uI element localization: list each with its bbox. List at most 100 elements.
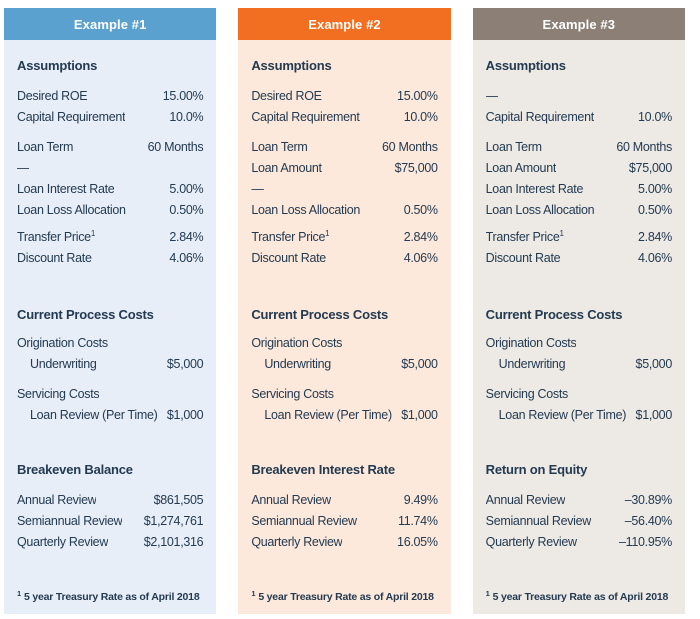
- assumptions-group-3: Transfer Price1 2.84% Discount Rate 4.06…: [485, 227, 673, 269]
- row-value: –30.89%: [624, 493, 673, 507]
- example-1-panel: Example #1 Assumptions Desired ROE 15.00…: [4, 8, 217, 614]
- row-label: Quarterly Review: [251, 535, 343, 549]
- row-discount-rate: Discount Rate 4.06%: [17, 248, 204, 269]
- row-semiannual-review: Semiannual Review –56.40%: [486, 511, 673, 532]
- row-label: Servicing Costs: [17, 387, 100, 401]
- row-loan-amount-dash: —: [17, 158, 203, 179]
- result-group: Annual Review $861,505 Semiannual Review…: [17, 490, 204, 553]
- row-value: 15.00%: [397, 89, 438, 103]
- example-2-header: Example #2: [238, 8, 451, 40]
- row-value: 4.06%: [169, 251, 204, 265]
- row-label: Discount Rate: [17, 251, 92, 265]
- row-origination-costs: Origination Costs: [251, 333, 437, 354]
- row-label: Semiannual Review: [17, 514, 123, 528]
- row-loan-loss-allocation: Loan Loss Allocation 0.50%: [17, 200, 204, 221]
- row-servicing-costs: Servicing Costs: [251, 384, 437, 405]
- row-label: Loan Interest Rate: [485, 182, 584, 196]
- row-value: 0.50%: [169, 203, 204, 217]
- row-label: Discount Rate: [251, 251, 326, 265]
- assumptions-group-1: Desired ROE 15.00% Capital Requirement 1…: [251, 86, 438, 128]
- row-value: $75,000: [394, 161, 438, 175]
- row-loan-interest-rate-dash: —: [251, 179, 437, 200]
- row-label: Origination Costs: [485, 336, 577, 350]
- origination-costs-group: Origination Costs Underwriting $5,000: [485, 333, 673, 375]
- row-discount-rate: Discount Rate 4.06%: [485, 248, 673, 269]
- row-label: Quarterly Review: [17, 535, 109, 549]
- row-loan-interest-rate: Loan Interest Rate 5.00%: [485, 179, 673, 200]
- row-quarterly-review: Quarterly Review –110.95%: [485, 532, 673, 553]
- footnote-marker: 1: [251, 588, 256, 598]
- row-discount-rate: Discount Rate 4.06%: [251, 248, 438, 269]
- example-2-header-label: Example #2: [308, 16, 381, 32]
- row-transfer-price: Transfer Price1 2.84%: [17, 227, 204, 248]
- row-desired-roe: Desired ROE 15.00%: [251, 86, 438, 107]
- row-label: Transfer Price1: [485, 228, 564, 244]
- row-loan-loss-allocation: Loan Loss Allocation 0.50%: [486, 200, 673, 221]
- row-label: Loan Amount: [251, 161, 322, 175]
- assumptions-title: Assumptions: [17, 58, 98, 73]
- row-value: 60 Months: [616, 140, 672, 154]
- row-capital-requirement: Capital Requirement 10.0%: [251, 107, 438, 128]
- row-label: Discount Rate: [485, 251, 561, 265]
- row-value: $861,505: [153, 493, 204, 507]
- row-label: Semiannual Review: [251, 514, 357, 528]
- row-label: Servicing Costs: [485, 387, 568, 401]
- footnote-marker: 1: [559, 228, 564, 238]
- row-value: $1,000: [635, 408, 673, 422]
- assumptions-group-2: Loan Term 60 Months Loan Amount $75,000 …: [485, 137, 673, 221]
- footnote-marker: 1: [90, 228, 95, 238]
- row-loan-term: Loan Term 60 Months: [17, 137, 204, 158]
- row-loan-amount: Loan Amount $75,000: [485, 158, 673, 179]
- servicing-costs-group: Servicing Costs Loan Review (Per Time) $…: [17, 384, 204, 426]
- row-label: Transfer Price1: [17, 228, 95, 244]
- row-value: 60 Months: [147, 140, 204, 154]
- row-label: Loan Term: [251, 140, 308, 154]
- row-label: Annual Review: [485, 493, 566, 507]
- row-value: 2.84%: [638, 230, 672, 244]
- costs-title: Current Process Costs: [485, 307, 623, 322]
- row-label: Capital Requirement: [17, 110, 126, 124]
- result-title: Return on Equity: [485, 462, 588, 477]
- servicing-costs-group: Servicing Costs Loan Review (Per Time) $…: [251, 384, 438, 426]
- row-label: Underwriting: [264, 357, 331, 371]
- row-label: Quarterly Review: [485, 535, 577, 549]
- result-title: Breakeven Balance: [17, 462, 133, 477]
- row-value: 2.84%: [169, 230, 204, 244]
- row-value: $1,274,761: [143, 514, 204, 528]
- row-loan-review: Loan Review (Per Time) $1,000: [486, 405, 673, 426]
- row-value: 5.00%: [638, 182, 672, 196]
- row-servicing-costs: Servicing Costs: [486, 384, 672, 405]
- footnote-marker: 1: [485, 588, 490, 598]
- row-transfer-price: Transfer Price1 2.84%: [251, 227, 438, 248]
- row-label: Loan Review (Per Time): [30, 408, 158, 422]
- example-3-header-label: Example #3: [542, 16, 616, 32]
- row-value: 10.0%: [638, 110, 672, 124]
- assumptions-group-3: Transfer Price1 2.84% Discount Rate 4.06…: [17, 227, 204, 269]
- row-label: —: [485, 89, 498, 103]
- row-capital-requirement: Capital Requirement 10.0%: [486, 107, 673, 128]
- row-value: $1,000: [166, 408, 204, 422]
- row-loan-review: Loan Review (Per Time) $1,000: [251, 405, 438, 426]
- row-underwriting: Underwriting $5,000: [17, 354, 204, 375]
- row-label: Loan Loss Allocation: [17, 203, 126, 217]
- row-desired-roe-dash: —: [486, 86, 672, 107]
- row-label: Underwriting: [498, 357, 566, 371]
- row-label: Loan Amount: [485, 161, 557, 175]
- row-value: –56.40%: [624, 514, 673, 528]
- result-group: Annual Review –30.89% Semiannual Review …: [485, 490, 673, 553]
- row-label: Desired ROE: [17, 89, 88, 103]
- result-title: Breakeven Interest Rate: [251, 462, 395, 477]
- row-value: –110.95%: [619, 535, 672, 549]
- row-label: —: [17, 161, 30, 175]
- row-label: Servicing Costs: [251, 387, 334, 401]
- assumptions-group-1: Desired ROE 15.00% Capital Requirement 1…: [17, 86, 204, 128]
- row-value: $5,000: [401, 357, 438, 371]
- row-value: 16.05%: [397, 535, 438, 549]
- row-label: Origination Costs: [17, 336, 108, 350]
- row-loan-term: Loan Term 60 Months: [486, 137, 673, 158]
- row-label: Loan Loss Allocation: [251, 203, 360, 217]
- row-label: Origination Costs: [251, 336, 343, 350]
